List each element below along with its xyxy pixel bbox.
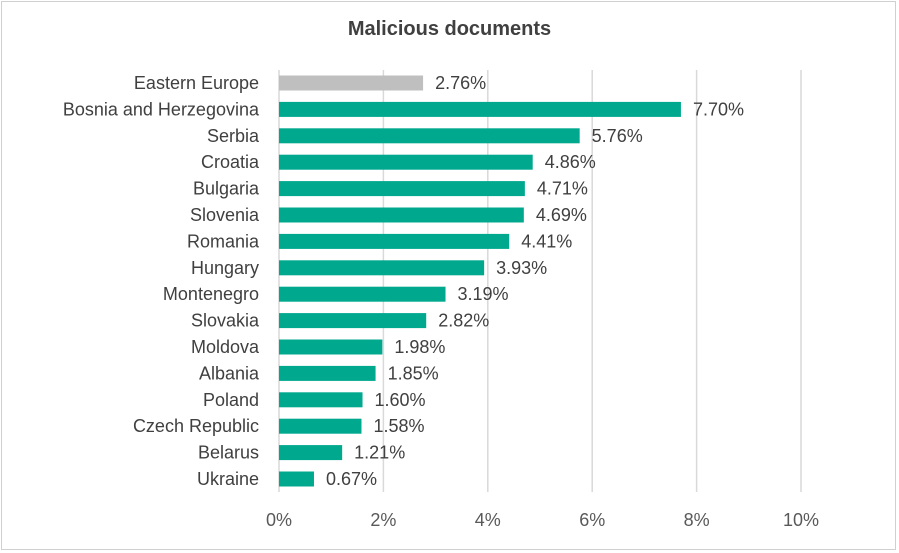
category-label: Ukraine: [197, 469, 259, 489]
x-tick-label: 10%: [783, 510, 819, 530]
x-axis-ticks: 0% 2% 4% 6% 8% 10%: [266, 510, 819, 530]
bar: [279, 181, 525, 197]
category-label: Slovenia: [190, 205, 260, 225]
value-label: 4.41%: [521, 231, 572, 251]
bar: [279, 339, 383, 355]
bar: [279, 233, 510, 249]
bar: [279, 207, 524, 223]
bar: [279, 260, 485, 276]
x-tick-label: 4%: [475, 510, 501, 530]
x-tick-label: 0%: [266, 510, 292, 530]
value-label: 1.98%: [394, 337, 445, 357]
bar: [279, 445, 343, 461]
category-label: Croatia: [201, 152, 260, 172]
bar: [279, 101, 681, 117]
value-label: 5.76%: [592, 126, 643, 146]
value-label: 1.58%: [373, 416, 424, 436]
value-label: 4.69%: [536, 205, 587, 225]
value-label: 4.71%: [537, 179, 588, 199]
x-tick-label: 6%: [579, 510, 605, 530]
value-labels: 2.76% 7.70% 5.76% 4.86% 4.71% 4.69% 4.41% 3.93%…: [326, 73, 744, 489]
category-label: Albania: [199, 363, 260, 383]
category-label: Serbia: [207, 126, 260, 146]
bar: [279, 128, 580, 144]
bars: [279, 75, 681, 487]
bar: [279, 154, 533, 170]
value-label: 3.19%: [458, 284, 509, 304]
category-labels: Eastern Europe Bosnia and Herzegovina Serb…: [63, 73, 260, 489]
bar: [279, 313, 427, 329]
category-label: Slovakia: [191, 311, 260, 331]
bar: [279, 75, 424, 91]
value-label: 4.86%: [545, 152, 596, 172]
category-label: Montenegro: [163, 284, 259, 304]
bar: [279, 392, 363, 408]
chart-title: Malicious documents: [347, 18, 552, 40]
value-label: 0.67%: [326, 469, 377, 489]
value-label: 7.70%: [693, 99, 744, 119]
value-label: 1.21%: [354, 443, 405, 463]
category-label: Czech Republic: [133, 416, 259, 436]
value-label: 1.85%: [388, 363, 439, 383]
bar: [279, 286, 446, 302]
bar: [279, 365, 376, 381]
category-label: Belarus: [198, 443, 259, 463]
category-label: Bosnia and Herzegovina: [63, 99, 260, 119]
x-tick-label: 2%: [370, 510, 396, 530]
category-label: Bulgaria: [193, 179, 260, 199]
value-label: 1.60%: [375, 390, 426, 410]
category-label: Hungary: [191, 258, 259, 278]
value-label: 3.93%: [496, 258, 547, 278]
x-tick-label: 8%: [684, 510, 710, 530]
bar: [279, 471, 314, 487]
value-label: 2.76%: [435, 73, 486, 93]
value-label: 2.82%: [438, 311, 489, 331]
category-label: Moldova: [191, 337, 260, 357]
category-label: Eastern Europe: [134, 73, 259, 93]
bar: [279, 418, 362, 434]
category-label: Romania: [187, 231, 260, 251]
category-label: Poland: [203, 390, 259, 410]
